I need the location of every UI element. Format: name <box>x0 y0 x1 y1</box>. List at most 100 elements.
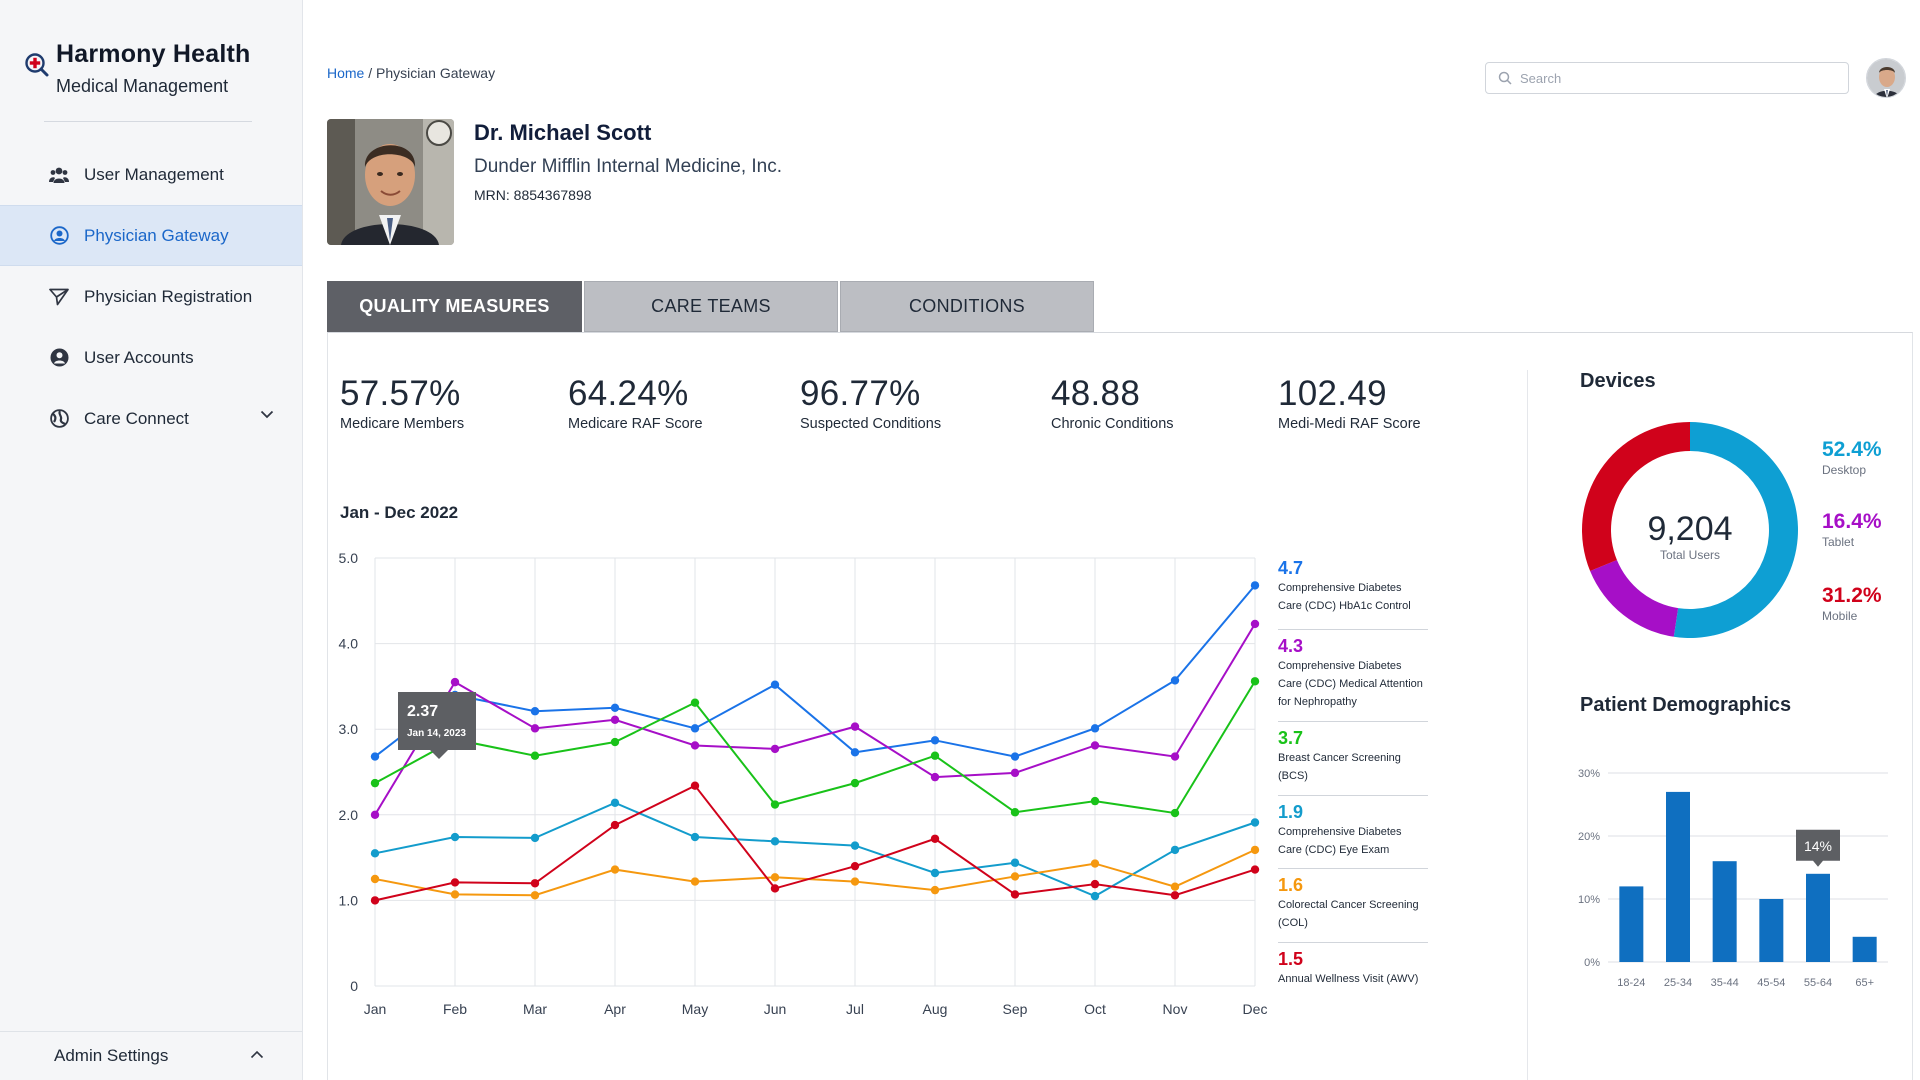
physician-organization: Dunder Mifflin Internal Medicine, Inc. <box>474 156 783 177</box>
data-point <box>1090 724 1100 733</box>
data-point <box>1170 891 1180 900</box>
data-point <box>930 751 940 760</box>
sidebar-item-physician-registration[interactable]: Physician Registration <box>0 266 302 327</box>
sidebar-item-label: Care Connect <box>84 408 189 428</box>
device-stat-value: 16.4% <box>1822 510 1882 533</box>
donut-slice <box>1590 560 1679 637</box>
donut-slice <box>1673 422 1799 638</box>
data-point <box>1250 677 1260 686</box>
device-stat-tablet: 16.4% Tablet <box>1822 510 1882 549</box>
data-point <box>850 748 860 757</box>
data-point <box>770 884 780 893</box>
user-circle-icon <box>49 226 69 246</box>
data-point <box>370 778 380 788</box>
admin-settings[interactable]: Admin Settings <box>0 1031 302 1080</box>
bar <box>1852 936 1877 962</box>
x-tick-label: Sep <box>1003 1001 1028 1017</box>
bar-tooltip-label: 14% <box>1804 838 1832 854</box>
physician-name: Dr. Michael Scott <box>474 120 652 145</box>
sidebar-item-user-management[interactable]: User Management <box>0 144 302 205</box>
sidebar-item-care-connect[interactable]: Care Connect <box>0 388 302 449</box>
data-point <box>770 800 780 809</box>
data-point <box>770 873 780 882</box>
y-tick-label: 4.0 <box>339 636 359 652</box>
data-point <box>1010 752 1020 761</box>
data-point <box>370 752 380 761</box>
tab-bar: QUALITY MEASURES CARE TEAMS CONDITIONS <box>327 281 1096 332</box>
quality-measures-line-chart: 0 1.0 2.0 3.0 4.0 5.0 Jan Feb Mar Apr May Jun Jul Aug… <box>339 550 1268 1017</box>
sidebar-item-physician-gateway[interactable]: Physician Gateway <box>0 205 302 266</box>
legend-item-awv: 1.5 Annual Wellness Visit (AWV) <box>1278 943 1428 999</box>
kpi-chronic-conditions: 48.88 Chronic Conditions <box>1051 374 1174 432</box>
tab-care-teams[interactable]: CARE TEAMS <box>584 281 838 332</box>
device-stat-label: Tablet <box>1822 535 1855 549</box>
legend-label: Annual Wellness Visit (AWV) <box>1278 973 1419 985</box>
data-point <box>850 841 860 850</box>
tooltip-date: Jan 14, 2023 <box>407 728 466 739</box>
device-stat-value: 52.4% <box>1822 438 1882 461</box>
line-chart-legend: 4.7 Comprehensive Diabetes Care (CDC) Hb… <box>1278 556 1428 999</box>
breadcrumb-home-link[interactable]: Home <box>327 65 365 81</box>
data-point <box>1170 752 1180 761</box>
data-point <box>530 707 540 716</box>
sidebar: Harmony Health Medical Management User M… <box>0 0 303 1080</box>
kpi-medi-medi-raf-score: 102.49 Medi-Medi RAF Score <box>1278 374 1421 432</box>
user-avatar[interactable] <box>1866 58 1906 98</box>
panel-divider <box>1527 370 1528 1080</box>
tab-conditions[interactable]: CONDITIONS <box>840 281 1094 332</box>
legend-value: 4.3 <box>1278 636 1304 656</box>
sidebar-item-user-accounts[interactable]: User Accounts <box>0 327 302 388</box>
data-point <box>930 736 940 745</box>
data-point <box>1250 845 1260 855</box>
user-account-icon <box>49 348 69 368</box>
data-point <box>610 737 620 747</box>
data-point <box>1170 845 1180 855</box>
profile-photo <box>327 119 454 245</box>
search-input[interactable] <box>1520 68 1840 88</box>
admin-settings-label: Admin Settings <box>54 1046 169 1065</box>
brand-title: Harmony Health <box>56 40 251 68</box>
data-point <box>1090 796 1100 806</box>
x-tick-label: 35-44 <box>1711 977 1739 989</box>
data-point <box>370 896 380 905</box>
kpi-value: 48.88 <box>1051 374 1141 413</box>
x-tick-label: 25-34 <box>1664 977 1692 989</box>
x-tick-label: 65+ <box>1855 977 1874 989</box>
data-point <box>530 891 540 900</box>
legend-value: 1.9 <box>1278 802 1304 822</box>
chevron-down-icon[interactable] <box>260 410 274 419</box>
x-tick-label: Jun <box>764 1001 787 1017</box>
send-icon <box>49 287 69 307</box>
data-point <box>610 715 620 724</box>
sidebar-item-label: Physician Gateway <box>84 225 229 245</box>
sidebar-item-label: User Accounts <box>84 347 194 367</box>
x-tick-label: Apr <box>604 1001 626 1017</box>
kpi-medicare-members: 57.57% Medicare Members <box>340 374 464 432</box>
breadcrumb-current: Physician Gateway <box>376 65 496 81</box>
device-stat-label: Mobile <box>1822 609 1858 623</box>
data-point <box>1250 818 1260 827</box>
sidebar-divider <box>44 121 252 122</box>
data-point <box>450 878 460 887</box>
bar <box>1806 873 1830 962</box>
bar-tooltip-box <box>1796 829 1840 867</box>
x-tick-label: 18-24 <box>1617 977 1645 989</box>
data-point <box>530 833 540 843</box>
data-point <box>530 724 540 733</box>
data-point <box>690 832 700 842</box>
demographics-title: Patient Demographics <box>1580 694 1792 716</box>
y-tick-label: 3.0 <box>339 721 359 737</box>
device-stat-label: Desktop <box>1822 463 1867 477</box>
legend-item-eye-exam: 1.9 Comprehensive Diabetes Care (CDC) Ey… <box>1278 796 1428 869</box>
data-point <box>930 834 940 843</box>
patient-demographics-bar-chart: 0% 10% 20% 30% 18-24 25-34 35-44 45-54 55-64 14% 6… <box>1578 768 1888 989</box>
globe-icon <box>49 409 69 429</box>
legend-item-hba1c: 4.7 Comprehensive Diabetes Care (CDC) Hb… <box>1278 556 1428 630</box>
tab-quality-measures[interactable]: QUALITY MEASURES <box>327 281 582 332</box>
data-point <box>1170 808 1180 818</box>
y-tick-label: 20% <box>1578 831 1600 843</box>
data-point <box>930 772 940 782</box>
search-box[interactable] <box>1485 62 1849 94</box>
bar <box>1619 886 1644 962</box>
tooltip-value: 2.37 <box>407 703 438 720</box>
